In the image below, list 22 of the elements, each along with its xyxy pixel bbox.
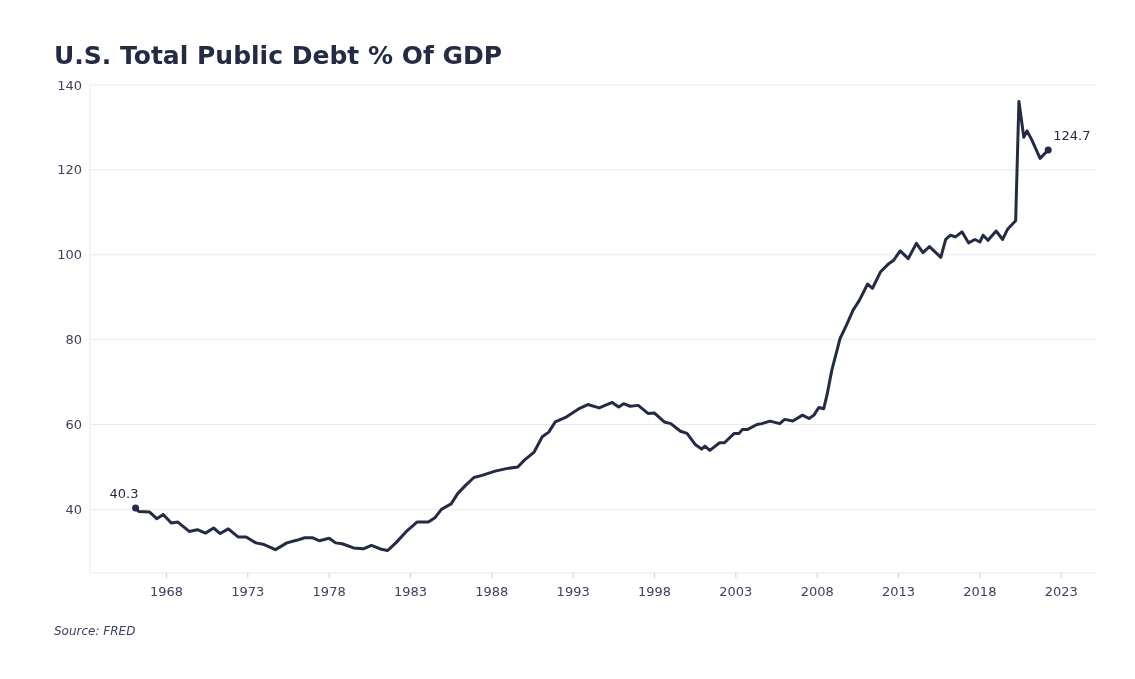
- annotation: 40.3: [109, 486, 139, 502]
- y-tick-label: 100: [57, 247, 82, 263]
- x-tick-label: 2013: [881, 584, 916, 599]
- x-tick-label: 1993: [556, 584, 590, 599]
- x-tick-label: 1983: [393, 584, 428, 599]
- x-tick-label: 2018: [963, 584, 997, 599]
- x-tick-label: 2008: [800, 584, 834, 599]
- x-tick-label: 1988: [475, 584, 509, 599]
- x-tick-label: 1973: [231, 584, 265, 599]
- y-tick-label: 80: [65, 332, 82, 348]
- source-note: Source: FRED: [54, 624, 136, 638]
- y-tick-label: 140: [57, 77, 82, 93]
- y-tick-label: 40: [65, 501, 82, 517]
- x-tick-label: 1978: [312, 584, 346, 599]
- y-tick-label: 120: [57, 162, 82, 178]
- x-tick-label: 2023: [1044, 584, 1078, 599]
- x-tick-label: 1968: [149, 584, 184, 599]
- annotation: 124.7: [1053, 127, 1091, 143]
- y-tick-label: 60: [65, 417, 82, 433]
- x-tick-label: 1998: [637, 584, 672, 599]
- chart-title: U.S. Total Public Debt % Of GDP: [54, 41, 503, 70]
- x-tick-label: 2003: [719, 584, 753, 599]
